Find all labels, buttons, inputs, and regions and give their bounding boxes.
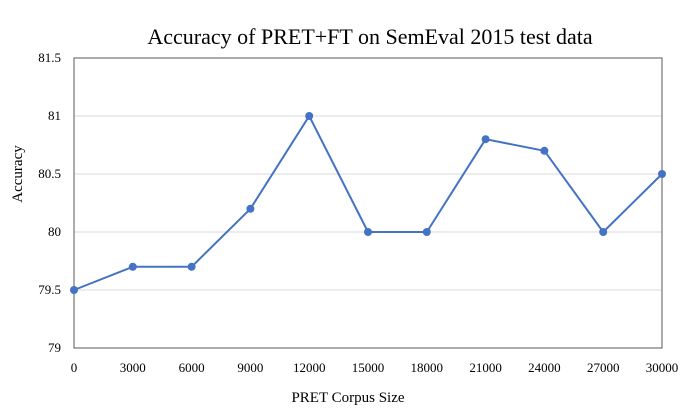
x-tick-label: 30000 — [646, 360, 679, 375]
plot-area-frame — [73, 57, 663, 349]
x-tick-label: 9000 — [237, 360, 263, 375]
data-point — [305, 112, 314, 120]
data-point — [70, 286, 78, 294]
x-tick-label: 24000 — [528, 360, 561, 375]
x-tick-label: 6000 — [179, 360, 205, 375]
data-point — [540, 146, 549, 155]
series-line-0 — [73, 115, 663, 291]
y-tick-label: 80.5 — [38, 166, 61, 181]
x-tick-label: 3000 — [120, 360, 146, 375]
y-tick-label: 81.5 — [38, 50, 61, 65]
y-axis-ticks: 79 79.5 80 80.5 81 81.5 — [38, 50, 61, 355]
data-point — [246, 204, 255, 213]
data-point — [599, 228, 608, 236]
y-axis-label: Accuracy — [10, 145, 26, 203]
y-tick-label: 80 — [48, 224, 61, 239]
x-tick-label: 21000 — [469, 360, 502, 375]
data-point — [128, 262, 137, 271]
data-point — [658, 170, 666, 178]
x-tick-label: 15000 — [352, 360, 385, 375]
data-series — [70, 112, 666, 294]
x-axis-label: PRET Corpus Size — [291, 390, 404, 406]
x-tick-label: 18000 — [411, 360, 444, 375]
data-point — [422, 228, 431, 236]
data-point — [364, 228, 372, 236]
x-tick-label: 12000 — [293, 360, 326, 375]
y-tick-label: 79 — [48, 340, 61, 355]
grid-lines — [74, 57, 662, 349]
data-point — [481, 135, 490, 144]
x-tick-label: 0 — [71, 360, 78, 375]
data-point — [187, 262, 196, 271]
x-axis-ticks: 0 3000 6000 9000 12000 15000 18000 21000 24000 27… — [71, 360, 679, 375]
chart-title: Accuracy of PRET+FT on SemEval 2015 test… — [147, 24, 592, 49]
y-tick-label: 81 — [48, 108, 61, 123]
x-tick-label: 27000 — [587, 360, 620, 375]
y-tick-label: 79.5 — [38, 282, 61, 297]
